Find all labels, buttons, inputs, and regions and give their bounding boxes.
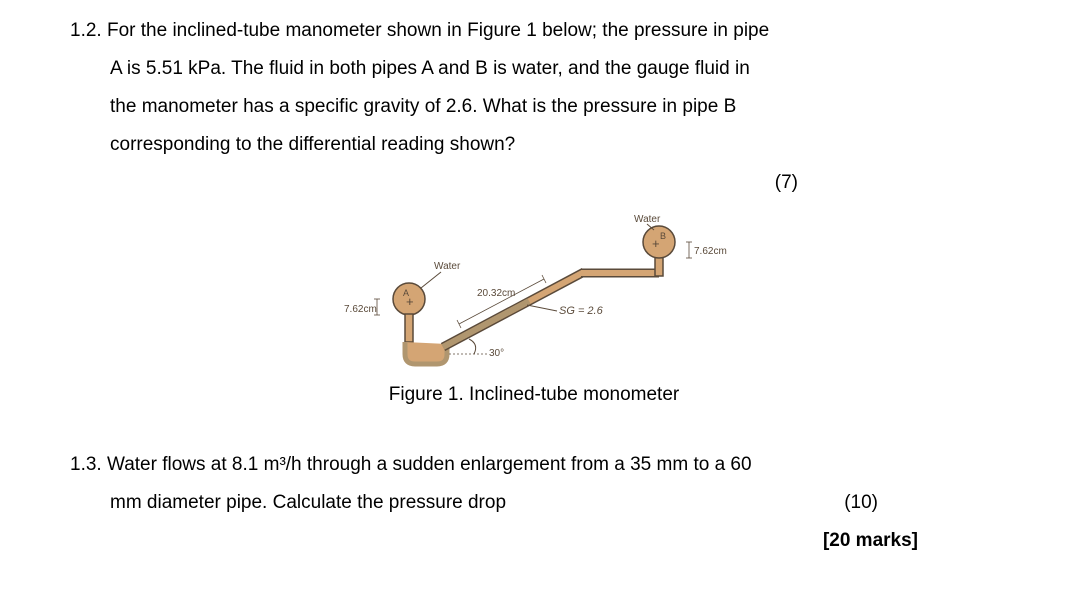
stem-a (405, 314, 413, 342)
dim-left: 7.62cm (344, 299, 380, 315)
svg-text:30°: 30° (489, 348, 504, 359)
u-bend (405, 342, 447, 364)
q12-line2: A is 5.51 kPa. The fluid in both pipes A… (70, 50, 998, 88)
figure-1: A + B + Water Water (329, 214, 739, 374)
question-1-3-text: 1.3. Water flows at 8.1 m³/h through a s… (70, 446, 998, 484)
q12-marks: (7) (70, 172, 998, 194)
water-left-arrow (421, 272, 441, 288)
sg-label: SG = 2.6 (559, 305, 604, 317)
q12-line1: For the inclined-tube manometer shown in… (107, 20, 769, 41)
question-number: 1.3. (70, 454, 107, 475)
manometer-diagram: A + B + Water Water (329, 214, 739, 374)
question-number: 1.2. (70, 20, 107, 41)
sg-arrow (527, 305, 557, 311)
q13-line1: Water flows at 8.1 m³/h through a sudden… (107, 454, 752, 475)
question-1-2: 1.2. For the inclined-tube manometer sho… (70, 12, 998, 194)
water-left-label: Water (434, 261, 461, 272)
q13-marks: (10) (844, 492, 998, 514)
q13-line2: mm diameter pipe. Calculate the pressure… (110, 484, 506, 522)
pipe-a-plus: + (406, 294, 414, 309)
svg-text:7.62cm: 7.62cm (344, 304, 377, 315)
q12-line3: the manometer has a specific gravity of … (70, 88, 998, 126)
question-1-2-text: 1.2. For the inclined-tube manometer sho… (70, 12, 998, 50)
pipe-b-plus: + (652, 236, 660, 251)
pipe-b-label: B (660, 231, 666, 241)
water-right-label: Water (634, 214, 661, 225)
dim-right: 7.62cm (686, 242, 727, 258)
q12-line4: corresponding to the differential readin… (70, 126, 998, 164)
figure-caption: Figure 1. Inclined-tube monometer (70, 384, 998, 406)
question-1-3: 1.3. Water flows at 8.1 m³/h through a s… (70, 446, 998, 552)
svg-text:7.62cm: 7.62cm (694, 246, 727, 257)
svg-text:20.32cm: 20.32cm (477, 288, 515, 299)
total-marks: [20 marks] (70, 530, 998, 552)
